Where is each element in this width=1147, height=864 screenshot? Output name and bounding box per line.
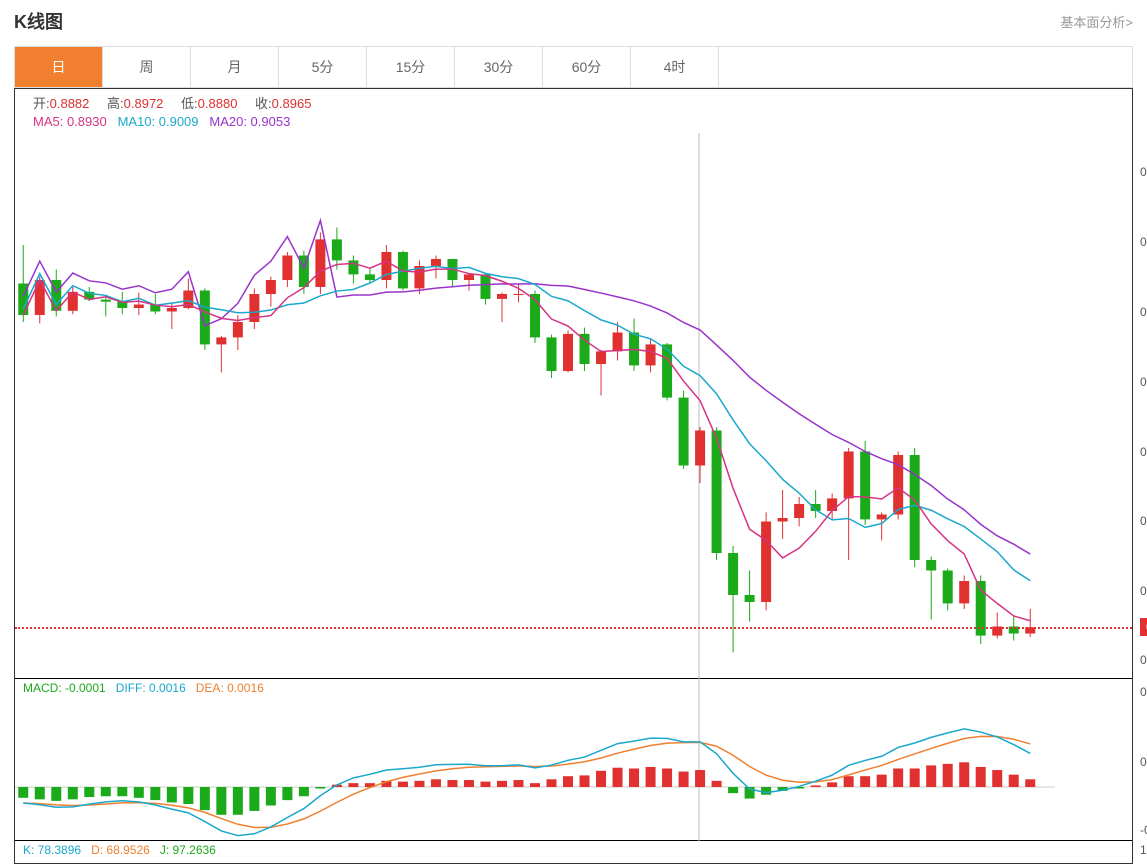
macd-chart[interactable]: MACD: -0.0001 DIFF: 0.0016 DEA: 0.0016 0… <box>15 679 1132 841</box>
chart-title: K线图 <box>14 8 63 34</box>
kdj-chart[interactable]: K: 78.3896 D: 68.9526 J: 97.2636 131.801… <box>15 841 1132 863</box>
fundamental-analysis-link[interactable]: 基本面分析> <box>1060 12 1133 31</box>
tab-15分[interactable]: 15分 <box>367 47 455 87</box>
tab-周[interactable]: 周 <box>103 47 191 87</box>
ohlc-readout: 开:0.8882 高:0.8972 低:0.8880 收:0.8965 <box>15 89 1132 114</box>
tab-60分[interactable]: 60分 <box>543 47 631 87</box>
macd-readout: MACD: -0.0001 DIFF: 0.0016 DEA: 0.0016 <box>23 681 264 695</box>
kdj-readout: K: 78.3896 D: 68.9526 J: 97.2636 <box>23 843 216 857</box>
tab-月[interactable]: 月 <box>191 47 279 87</box>
tab-4时[interactable]: 4时 <box>631 47 719 87</box>
tab-5分[interactable]: 5分 <box>279 47 367 87</box>
ma-readout: MA5: 0.8930 MA10: 0.9009 MA20: 0.9053 <box>15 114 1132 133</box>
tab-日[interactable]: 日 <box>15 47 103 87</box>
tab-30分[interactable]: 30分 <box>455 47 543 87</box>
candlestick-chart[interactable]: 0.8474 0.91240.90240.89250.88250.87250.8… <box>15 133 1132 679</box>
timeframe-tabs: 日周月5分15分30分60分4时 <box>14 46 1133 88</box>
